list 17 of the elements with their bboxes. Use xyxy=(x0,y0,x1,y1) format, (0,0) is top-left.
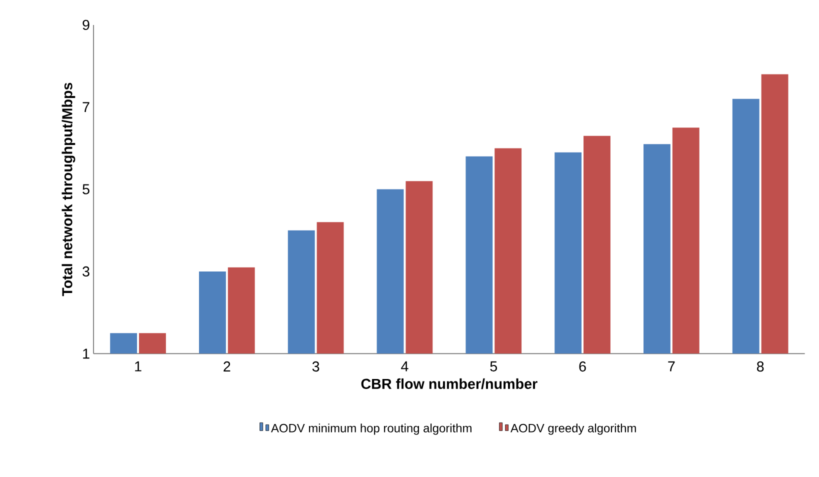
y-tick-label: 7 xyxy=(82,102,90,112)
x-tick-label: 6 xyxy=(579,361,586,372)
x-tick-label: 3 xyxy=(312,361,320,372)
x-tick-label: 7 xyxy=(668,361,675,372)
legend-label: AODV greedy algorithm xyxy=(510,424,636,435)
x-tick-label: 5 xyxy=(490,361,498,372)
y-tick-label: 9 xyxy=(82,20,90,30)
y-tick-label: 1 xyxy=(83,348,90,359)
x-tick-label: 2 xyxy=(224,361,230,372)
y-tick-label: 3 xyxy=(82,266,90,277)
x-axis-title: CBR flow number/number xyxy=(361,378,538,390)
legend-label: AODV minimum hop routing algorithm xyxy=(271,424,472,435)
x-tick-label: 1 xyxy=(135,361,142,372)
y-axis-title: Total network throughput/Mbps xyxy=(62,82,76,296)
y-tick-label: 5 xyxy=(82,184,90,194)
x-tick-label: 4 xyxy=(401,361,408,372)
x-tick-label: 8 xyxy=(756,361,764,372)
